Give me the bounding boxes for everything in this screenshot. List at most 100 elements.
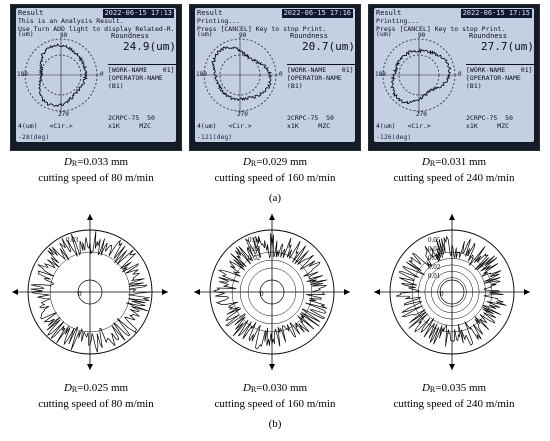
symbol: D	[242, 382, 251, 394]
scale: 4(um)	[18, 122, 38, 130]
ring-label: 0.01	[428, 272, 441, 280]
roundness-profile	[213, 233, 328, 350]
boundary-circle	[209, 229, 335, 355]
x-arrow-left	[374, 289, 380, 295]
tick-180: 180	[375, 71, 386, 78]
x-arrow-right	[524, 289, 530, 295]
scale: 4(um)	[376, 122, 396, 130]
boundary-circle	[389, 229, 515, 355]
inner-circle	[77, 279, 103, 305]
screen-title: Result	[197, 9, 223, 17]
phase-readout: -121(deg)	[197, 133, 233, 141]
symbol: D	[63, 156, 72, 168]
value: =0.033 mm	[77, 156, 129, 168]
code: (B1)	[108, 82, 124, 90]
work-name: [WORK-NAME 01]	[108, 66, 175, 74]
tick-0: 0	[100, 71, 104, 78]
speed: cutting speed of 160 m/min	[214, 172, 336, 184]
caption-b-3: DR=0.035 mm cutting speed of 240 m/min	[364, 381, 544, 411]
filter: <Cir.>	[49, 122, 73, 130]
screen-message: Printing... Press [CANCEL] Key to stop P…	[197, 17, 327, 33]
ring-label: 0.04	[248, 236, 261, 244]
filter: <Cir.>	[228, 122, 252, 130]
roundness-trace	[380, 36, 458, 114]
y-arrow-bottom	[269, 364, 275, 370]
scale: 4(um)	[197, 122, 217, 130]
profile-line	[390, 47, 452, 104]
model: 2CRPC-75 50	[287, 114, 334, 122]
phase-readout: -126(deg)	[376, 133, 412, 141]
lcd-display: Result 2022-06-15 17:13 This is an Analys…	[16, 8, 179, 142]
roundness-label: Roundness	[469, 32, 507, 40]
work-name: [WORK-NAME 01]	[287, 66, 354, 74]
screen-title: Result	[18, 9, 44, 17]
x-arrow-left	[194, 289, 200, 295]
y-arrow-top	[449, 214, 455, 220]
screen-photo-3: Result 2022-06-15 17:15 Printing... Press…	[368, 4, 540, 151]
boundary-circle	[27, 229, 153, 355]
subscript: R	[71, 385, 78, 394]
scale-filter: 4(um) <Cir.>	[18, 122, 73, 130]
symbol: D	[63, 382, 72, 394]
ring-label: 0.03	[66, 236, 79, 244]
filter: <Cir.>	[407, 122, 431, 130]
panel-label-b: (b)	[268, 418, 282, 430]
screen-date: 2022-06-15 17:15	[460, 9, 532, 18]
model: 2CRPC-75 50	[466, 114, 513, 122]
subscript: R	[250, 385, 257, 394]
lcd-display: Result 2022-06-15 17:15 Printing... Press…	[374, 8, 537, 142]
ring-label: 0.03	[428, 254, 441, 262]
tick-180: 180	[17, 71, 28, 78]
work-name: [WORK-NAME 01]	[466, 66, 533, 74]
tick-90: 90	[239, 32, 247, 39]
roundness-trace	[201, 36, 279, 114]
symbol: D	[421, 156, 430, 168]
phase-readout: -28(deg)	[18, 133, 50, 141]
roundness-label: Roundness	[290, 32, 328, 40]
screen-photo-2: Result 2022-06-15 17:16 Printing... Press…	[189, 4, 361, 151]
screen-date: 2022-06-15 17:13	[102, 9, 174, 18]
screen-date: 2022-06-15 17:16	[281, 9, 353, 18]
roundness-value: 27.7(um)	[481, 40, 534, 53]
roundness-label: Roundness	[111, 32, 149, 40]
symbol: D	[421, 382, 430, 394]
ring-label: 0.02	[428, 263, 441, 271]
tick-90: 90	[418, 32, 426, 39]
lcd-display: Result 2022-06-15 17:16 Printing... Press…	[195, 8, 358, 142]
ring-1	[239, 259, 305, 325]
unit-label: (um)	[18, 30, 34, 38]
work-info: [WORK-NAME 01] [OPERATOR-NAME ] (B1)	[108, 64, 179, 90]
model: 2CRPC-75 50	[108, 114, 155, 122]
work-info: [WORK-NAME 01] [OPERATOR-NAME ] (B1)	[287, 64, 358, 90]
tick-90: 90	[60, 32, 68, 39]
tick-270: 270	[416, 111, 427, 118]
y-arrow-bottom	[449, 364, 455, 370]
symbol: D	[242, 156, 251, 168]
screen-message: Printing... Press [CANCEL] Key to stop P…	[376, 17, 506, 33]
tick-270: 270	[58, 111, 69, 118]
ring-label: 0	[78, 290, 82, 298]
unit-label: (um)	[197, 30, 213, 38]
speed: cutting speed of 160 m/min	[214, 398, 336, 410]
operator-name: [OPERATOR-NAME ]	[466, 74, 537, 82]
value: =0.029 mm	[256, 156, 308, 168]
ring-label: 0.02	[248, 254, 261, 262]
caption-b-2: DR=0.030 mm cutting speed of 160 m/min	[185, 381, 365, 411]
screen-photo-1: Result 2022-06-15 17:13 This is an Analys…	[10, 4, 182, 151]
ring-0	[231, 251, 313, 333]
roundness-trace	[22, 36, 100, 114]
code: (B1)	[287, 82, 303, 90]
work-info: [WORK-NAME 01] [OPERATOR-NAME ] (B1)	[466, 64, 537, 90]
x-arrow-right	[344, 289, 350, 295]
ring-label: 0	[440, 290, 444, 298]
caption-a-2: DR=0.029 mm cutting speed of 160 m/min	[185, 155, 365, 185]
inner-circle	[259, 279, 285, 305]
code: (B1)	[466, 82, 482, 90]
magnification: x1K MZC	[108, 122, 152, 130]
tick-0: 0	[458, 71, 462, 78]
operator-name: [OPERATOR-NAME ]	[108, 74, 179, 82]
subscript: R	[250, 159, 257, 168]
ring-label: 0.04	[428, 245, 441, 253]
screen-message: This is an Analysis Result. Use Turn ADD…	[18, 17, 175, 33]
caption-a-3: DR=0.031 mm cutting speed of 240 m/min	[364, 155, 544, 185]
